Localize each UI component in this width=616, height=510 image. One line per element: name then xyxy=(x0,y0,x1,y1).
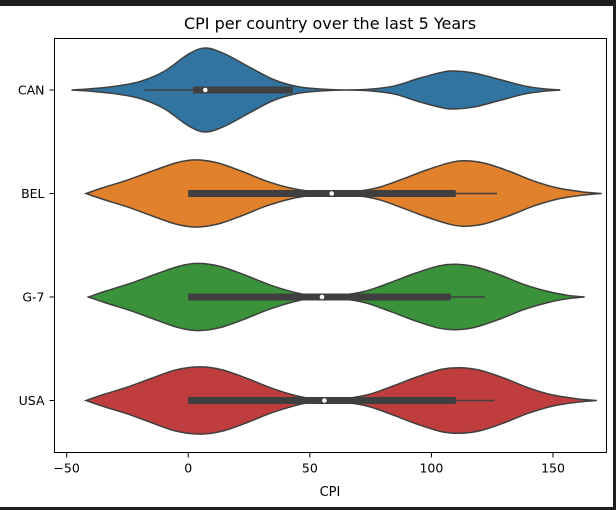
iqr-box xyxy=(193,86,293,94)
y-tick-label: BEL xyxy=(21,186,44,201)
median-marker xyxy=(329,191,335,196)
violins-group xyxy=(71,47,602,435)
y-axis: CAN BEL G-7 USA xyxy=(18,83,55,408)
violin-body xyxy=(71,47,561,133)
violin-usa xyxy=(83,366,597,435)
x-tick-label: 150 xyxy=(541,461,565,476)
violin-bel xyxy=(83,159,602,228)
y-tick-label: USA xyxy=(19,393,45,408)
violin-g-7 xyxy=(86,262,585,332)
iqr-box xyxy=(188,190,456,197)
x-axis: −50 0 50 100 150 xyxy=(53,452,565,476)
x-axis-label: CPI xyxy=(320,485,341,500)
x-tick-label: −50 xyxy=(53,461,79,476)
x-tick-label: 50 xyxy=(302,461,318,476)
iqr-box xyxy=(188,293,451,301)
plot-frame xyxy=(54,38,607,453)
chart-title: CPI per country over the last 5 Years xyxy=(184,14,476,33)
x-tick-label: 0 xyxy=(184,461,192,476)
y-tick-label: G-7 xyxy=(22,290,44,305)
median-marker xyxy=(322,398,327,403)
window-bottom-border xyxy=(0,507,616,510)
iqr-box xyxy=(188,397,456,404)
y-tick-label: CAN xyxy=(18,83,45,98)
median-marker xyxy=(202,87,208,93)
x-tick-label: 100 xyxy=(419,461,443,476)
median-marker xyxy=(319,294,325,300)
window-right-border xyxy=(613,0,616,510)
violin-can xyxy=(71,47,561,133)
window-top-border xyxy=(0,0,616,6)
